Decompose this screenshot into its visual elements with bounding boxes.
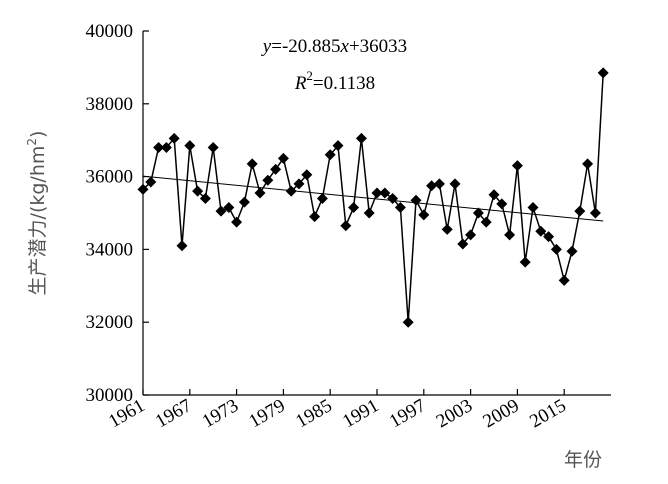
data-point — [480, 216, 492, 228]
data-point — [418, 209, 430, 221]
data-point — [394, 202, 406, 214]
data-point — [574, 205, 586, 217]
data-point — [472, 207, 484, 219]
data-point — [207, 141, 219, 153]
y-tick-label: 40000 — [86, 21, 134, 42]
data-point — [231, 216, 243, 228]
data-point — [589, 207, 601, 219]
data-point — [496, 198, 508, 210]
data-point — [285, 185, 297, 197]
data-point — [488, 189, 500, 201]
y-ticks: 30000 32000 34000 36000 38000 40000 — [86, 21, 149, 406]
data-point — [387, 192, 399, 204]
equation-label: y=-20.885x+36033 — [261, 36, 407, 57]
data-point — [558, 274, 570, 286]
r-squared-label: R2=0.1138 — [294, 68, 375, 94]
data-point — [543, 231, 555, 243]
x-tick-label: 2015 — [526, 395, 569, 432]
data-point — [293, 178, 305, 190]
data-point — [176, 240, 188, 252]
trend-line — [142, 175, 604, 222]
x-tick-label: 1979 — [245, 395, 288, 432]
data-point — [332, 140, 344, 152]
data-point — [262, 174, 274, 186]
data-point — [465, 229, 477, 241]
data-point — [363, 207, 375, 219]
x-tick-label: 2003 — [433, 395, 476, 432]
data-point — [535, 225, 547, 237]
data-point — [145, 176, 157, 188]
x-tick-label: 1997 — [386, 395, 429, 432]
data-point — [566, 245, 578, 257]
data-point — [316, 192, 328, 204]
y-axis-title: 生产潜力/(kg/hm2) — [25, 131, 49, 296]
y-tick-label: 38000 — [86, 94, 134, 115]
y-tick-label: 36000 — [86, 167, 134, 188]
data-point — [348, 202, 360, 214]
data-point — [277, 152, 289, 164]
data-point — [215, 205, 227, 217]
data-point — [184, 140, 196, 152]
data-point — [457, 238, 469, 250]
data-point — [238, 196, 250, 208]
x-tick-label: 2009 — [479, 395, 522, 432]
data-point — [199, 192, 211, 204]
data-point — [160, 141, 172, 153]
data-point — [441, 223, 453, 235]
x-axis-title: 年份 — [564, 449, 602, 471]
x-tick-label: 1991 — [339, 395, 382, 432]
y-tick-label: 32000 — [86, 312, 134, 333]
data-point — [309, 211, 321, 223]
data-point — [371, 187, 383, 199]
y-tick-label: 34000 — [86, 239, 134, 260]
data-point — [527, 202, 539, 214]
data-point — [340, 220, 352, 232]
data-point — [504, 229, 516, 241]
data-point — [379, 187, 391, 199]
data-point — [301, 169, 313, 181]
data-point — [410, 194, 422, 206]
data-point — [426, 180, 438, 192]
data-point — [402, 316, 414, 328]
data-point — [597, 67, 609, 79]
data-point — [449, 178, 461, 190]
x-tick-label: 1967 — [152, 395, 195, 432]
data-point — [246, 158, 258, 170]
data-point — [192, 185, 204, 197]
x-tick-label: 1985 — [292, 395, 335, 432]
data-point — [254, 187, 266, 199]
x-tick-label: 1973 — [199, 395, 242, 432]
data-point — [582, 158, 594, 170]
data-point — [168, 132, 180, 144]
data-point — [270, 163, 282, 175]
data-markers — [137, 67, 609, 328]
data-line — [142, 72, 604, 323]
data-point — [324, 149, 336, 161]
data-point — [223, 202, 235, 214]
data-point — [433, 178, 445, 190]
data-point — [153, 141, 165, 153]
data-point — [519, 256, 531, 268]
data-point — [137, 183, 149, 195]
data-point — [355, 132, 367, 144]
data-point — [550, 243, 562, 255]
y-tick-label: 30000 — [86, 385, 134, 406]
data-point — [511, 160, 523, 172]
